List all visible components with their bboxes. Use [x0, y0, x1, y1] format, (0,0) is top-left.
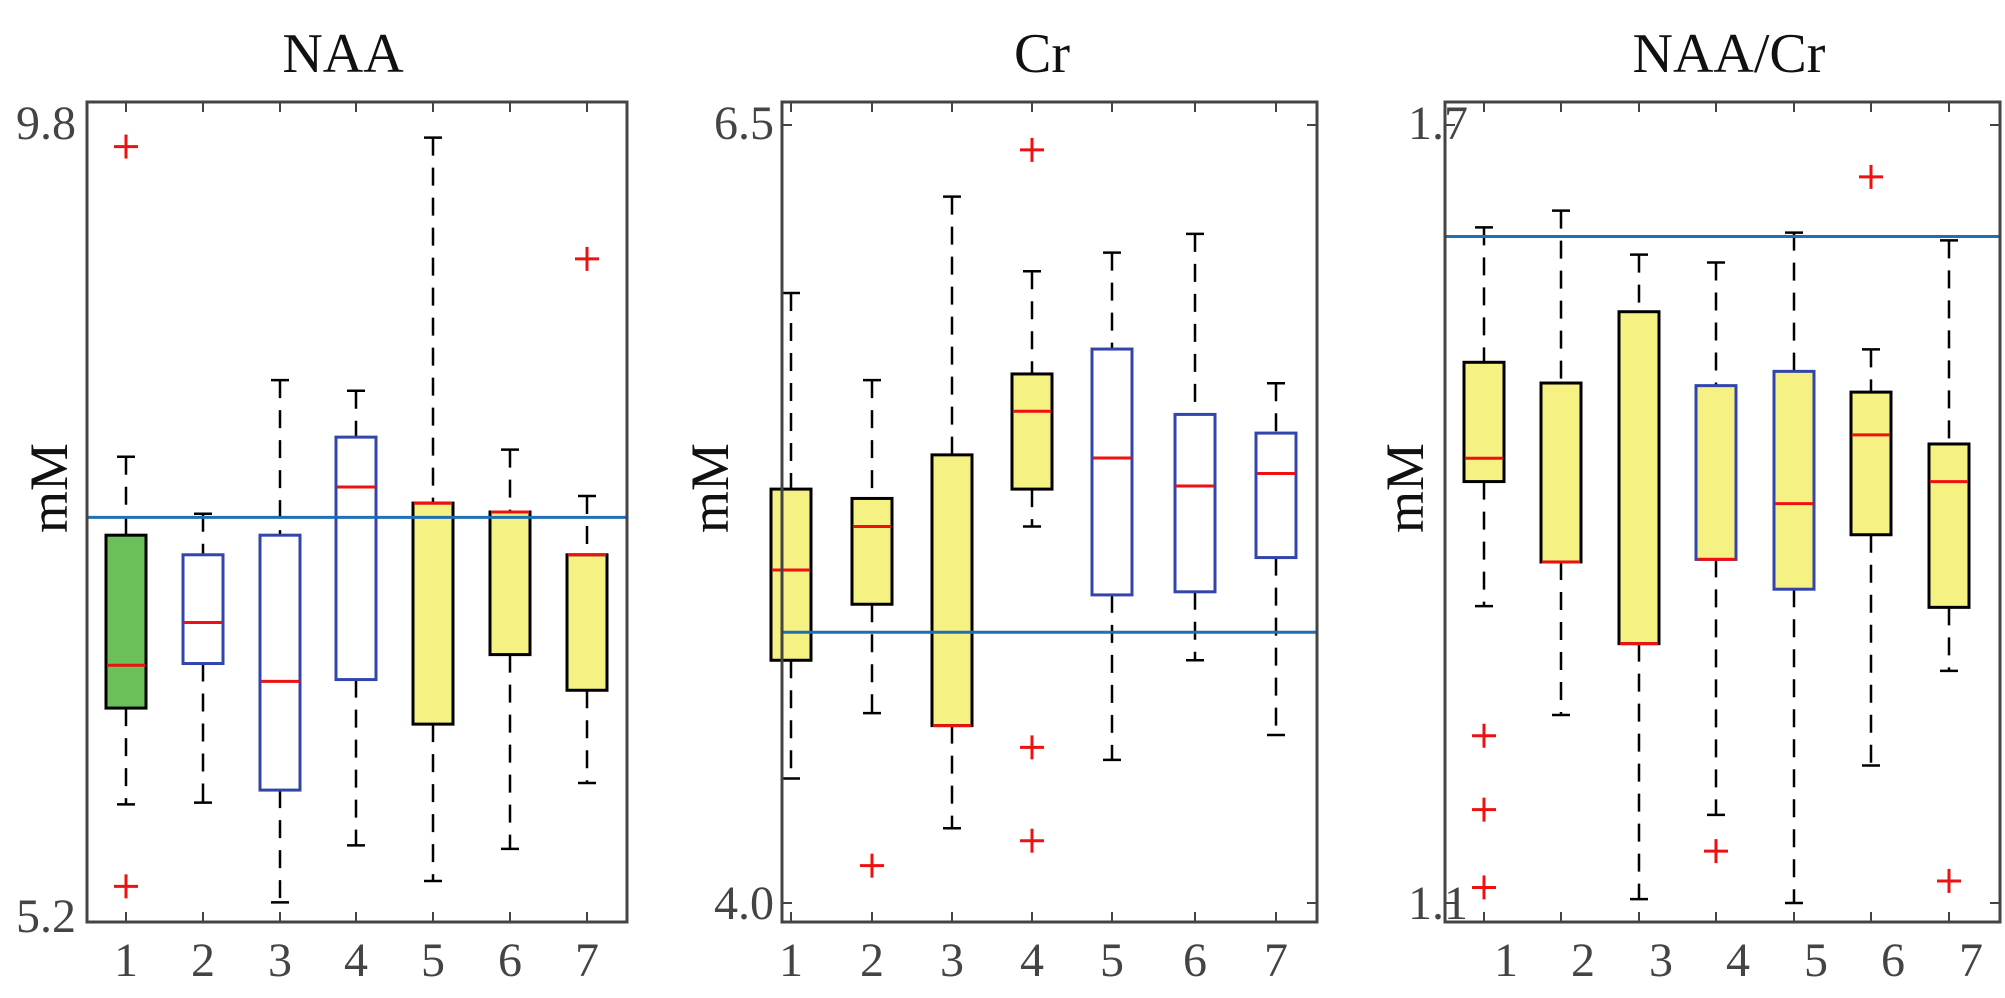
panel-naa-cr-ratio: NAA/Cr mM 1.7 1.1 [1375, 23, 2002, 930]
box-3 [930, 195, 974, 830]
box-1 [1462, 226, 1506, 900]
box-iqr [104, 533, 148, 710]
box-iqr [1010, 372, 1054, 491]
box-iqr [1090, 347, 1134, 597]
x-tick-label: 6 [1183, 934, 1207, 987]
x-tick-label: 5 [1804, 934, 1828, 987]
y-tick-label-bottom: 5.2 [16, 890, 76, 943]
box-3 [258, 378, 302, 904]
y-axis-label: mM [1375, 443, 1435, 533]
box-6 [488, 448, 532, 851]
x-tick-label: 2 [860, 934, 884, 987]
x-tick-label: 7 [575, 934, 599, 987]
box-2 [181, 512, 225, 804]
box-iqr [1849, 390, 1893, 537]
x-tick-label: 2 [1571, 934, 1595, 987]
plot-area [87, 101, 627, 923]
x-tick-label: 6 [1881, 934, 1905, 987]
x-tick-labels-cr: 1 2 3 4 5 6 7 [779, 934, 1288, 987]
box-iqr [181, 553, 225, 666]
box-iqr [1772, 369, 1816, 591]
box-iqr [1462, 360, 1506, 484]
outlier-marker [1020, 137, 1044, 162]
box-5 [411, 136, 455, 883]
x-tick-labels-naa-cr: 1 2 3 4 5 6 7 [1494, 934, 1983, 987]
x-tick-label: 3 [1649, 934, 1673, 987]
x-tick-label: 5 [421, 934, 445, 987]
plot-area [1445, 102, 2000, 922]
box-2 [850, 378, 894, 878]
box-6 [1173, 232, 1217, 662]
y-tick-label-top: 9.8 [16, 97, 76, 150]
outlier-marker [1020, 735, 1044, 760]
box-iqr [565, 553, 609, 692]
box-iqr [258, 533, 302, 792]
x-tick-label: 3 [268, 934, 292, 987]
box-7 [1254, 382, 1298, 737]
box-6 [1849, 164, 1893, 767]
panel-naa: NAA mM 9.8 5.2 [16, 23, 629, 943]
y-axis-label: mM [19, 443, 79, 533]
outlier-marker [114, 874, 138, 899]
box-iqr [850, 496, 894, 606]
box-iqr [334, 435, 378, 682]
x-tick-label: 3 [940, 934, 964, 987]
outlier-marker [860, 853, 884, 878]
axes-frame [780, 100, 1319, 924]
box-4 [334, 389, 378, 847]
plot-area [769, 102, 1317, 922]
outlier-marker [1859, 164, 1883, 189]
box-iqr [769, 487, 813, 662]
outlier-marker [1704, 839, 1728, 864]
outlier-marker [1472, 723, 1496, 748]
panel-cr: Cr mM 6.5 4.0 [680, 23, 1319, 930]
box-iqr [1617, 310, 1661, 646]
x-tick-label: 4 [1726, 934, 1750, 987]
box-iqr [930, 453, 974, 728]
outlier-marker [114, 134, 138, 159]
y-tick-label-bottom: 4.0 [714, 877, 774, 930]
box-iqr [1539, 381, 1583, 564]
x-tick-label: 4 [344, 934, 368, 987]
y-tick-label-top: 1.7 [1408, 97, 1468, 150]
outlier-marker [1020, 828, 1044, 853]
box-4 [1694, 261, 1738, 864]
x-tick-label: 1 [1494, 934, 1518, 987]
box-5 [1772, 231, 1816, 905]
y-tick-label-top: 6.5 [714, 97, 774, 150]
box-7 [1927, 239, 1971, 893]
axes-frame [1443, 100, 2002, 924]
x-tick-label: 7 [1959, 934, 1983, 987]
outlier-marker [1937, 868, 1961, 893]
box-iqr [488, 510, 532, 657]
box-1 [104, 134, 148, 899]
panel-title: NAA [282, 23, 404, 85]
x-tick-label: 2 [191, 934, 215, 987]
box-iqr [1694, 384, 1738, 561]
x-tick-label: 7 [1264, 934, 1288, 987]
x-tick-label: 1 [779, 934, 803, 987]
box-7 [565, 246, 609, 785]
x-tick-label: 5 [1100, 934, 1124, 987]
x-tick-label: 1 [114, 934, 138, 987]
box-4 [1010, 137, 1054, 853]
box-iqr [411, 501, 455, 726]
x-tick-label: 4 [1020, 934, 1044, 987]
x-tick-label: 6 [498, 934, 522, 987]
outlier-marker [1472, 875, 1496, 900]
box-iqr [1254, 431, 1298, 560]
axes-frame [85, 100, 629, 924]
x-tick-labels-naa: 1 2 3 4 5 6 7 [114, 934, 599, 987]
outlier-marker [575, 246, 599, 271]
panel-title: Cr [1014, 23, 1070, 85]
outlier-marker [1472, 797, 1496, 822]
box-2 [1539, 209, 1583, 717]
box-3 [1617, 253, 1661, 901]
box-5 [1090, 251, 1134, 762]
box-iqr [1173, 412, 1217, 594]
y-axis-label: mM [680, 443, 740, 533]
box-iqr [1927, 442, 1971, 609]
panel-title: NAA/Cr [1633, 23, 1826, 85]
